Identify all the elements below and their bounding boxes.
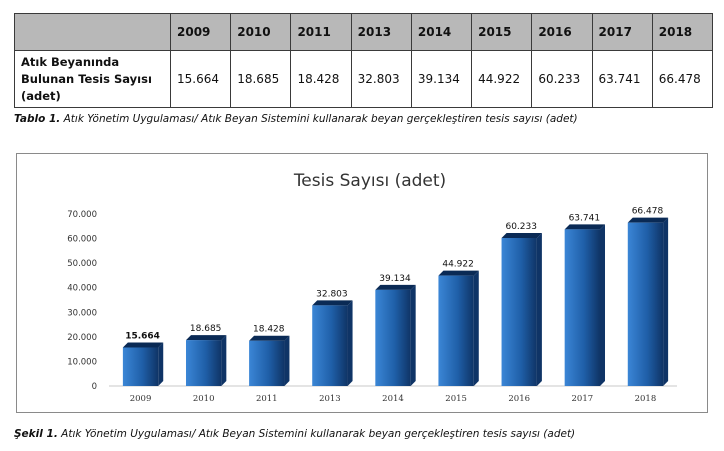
y-tick-label: 20.000 — [67, 333, 97, 343]
data-label: 44.922 — [442, 260, 474, 270]
table-cell: 63.741 — [591, 50, 653, 108]
table-cell: 15.664 — [169, 50, 232, 108]
data-label: 18.428 — [253, 325, 285, 335]
bar-top — [249, 335, 290, 341]
data-label: 32.803 — [316, 289, 348, 299]
x-tick-label: 2018 — [635, 394, 657, 404]
table-cell: 39.134 — [410, 50, 473, 108]
row-header: Atık Beyanında Bulunan Tesis Sayısı (ade… — [14, 50, 171, 108]
table-cell: 18.685 — [230, 50, 292, 108]
bar-top — [564, 224, 606, 230]
x-tick-label: 2014 — [382, 394, 404, 404]
chart-title: Tesis Sayısı (adet) — [293, 171, 446, 191]
table-cell: 18.428 — [290, 50, 352, 108]
x-tick-label: 2013 — [319, 394, 341, 404]
x-tick-label: 2009 — [130, 394, 152, 404]
bar-side — [536, 232, 542, 386]
bar-top — [375, 284, 416, 290]
bar-top — [185, 335, 227, 341]
data-label: 39.134 — [379, 274, 411, 284]
year-header: 2017 — [591, 13, 653, 51]
bar — [249, 340, 285, 386]
x-tick-label: 2015 — [445, 394, 467, 404]
data-label: 66.478 — [632, 207, 664, 217]
y-tick-label: 40.000 — [67, 284, 97, 294]
data-label: 63.741 — [569, 213, 601, 223]
bar — [185, 340, 222, 386]
figure-caption-text: Atık Yönetim Uygulaması/ Atık Beyan Sist… — [57, 428, 576, 440]
x-tick-label: 2017 — [572, 394, 594, 404]
table-corner-cell — [14, 13, 171, 51]
table-cell: 32.803 — [350, 50, 412, 108]
bar-top — [501, 232, 542, 238]
x-tick-label: 2011 — [256, 394, 278, 404]
bar-side — [410, 284, 416, 386]
figure-caption-lead: Şekil 1. — [14, 428, 58, 440]
year-header: 2011 — [290, 13, 352, 51]
x-tick-label: 2010 — [193, 394, 215, 404]
y-tick-label: 50.000 — [67, 259, 97, 269]
year-header: 2010 — [230, 13, 292, 51]
bar-side — [284, 335, 290, 386]
table-caption-text: Atık Yönetim Uygulaması/ Atık Beyan Sist… — [60, 113, 578, 125]
data-label: 15.664 — [125, 332, 160, 342]
year-header: 2009 — [169, 13, 232, 51]
bar — [627, 222, 664, 386]
bar — [564, 229, 601, 386]
bar — [312, 305, 348, 386]
year-header: 2015 — [471, 13, 533, 51]
chart-frame: Tesis Sayısı (adet) 0 10.000 20.000 30.000 40… — [16, 153, 708, 413]
bar-top — [438, 270, 479, 276]
year-header: 2014 — [410, 13, 473, 51]
bar-top — [122, 342, 164, 348]
table-row: Atık Beyanında Bulunan Tesis Sayısı (ade… — [14, 50, 714, 108]
data-label: 60.233 — [505, 222, 537, 232]
y-tick-label: 60.000 — [67, 235, 97, 245]
data-label: 18.685 — [190, 324, 222, 334]
year-header: 2016 — [531, 13, 593, 51]
bar-chart: Tesis Sayısı (adet) 0 10.000 20.000 30.000 40… — [67, 171, 677, 404]
data-table: 2009 2010 2011 2013 2014 2015 2016 2017 … — [14, 13, 714, 108]
table-caption-lead: Tablo 1. — [14, 113, 61, 125]
bar-side — [473, 270, 479, 386]
year-header: 2013 — [350, 13, 412, 51]
bar — [122, 347, 159, 386]
y-tick-label: 30.000 — [67, 308, 97, 318]
figure-caption: Şekil 1. Atık Yönetim Uygulaması/ Atık B… — [14, 428, 575, 440]
x-tick-label: 2016 — [508, 394, 530, 404]
bar-top — [312, 300, 353, 306]
table-cell: 44.922 — [471, 50, 533, 108]
table-caption: Tablo 1. Atık Yönetim Uygulaması/ Atık B… — [14, 113, 578, 125]
table-cell: 66.478 — [651, 50, 714, 108]
y-tick-label: 10.000 — [67, 357, 97, 367]
table-cell: 60.233 — [531, 50, 593, 108]
bar — [438, 275, 474, 386]
table-header-row: 2009 2010 2011 2013 2014 2015 2016 2017 … — [14, 13, 714, 51]
bar-top — [627, 217, 669, 223]
bar — [501, 237, 537, 386]
bar-side — [663, 217, 669, 386]
y-tick-label: 70.000 — [67, 210, 97, 220]
bar-side — [158, 342, 164, 386]
y-tick-label: 0 — [92, 382, 97, 392]
bar — [375, 289, 411, 386]
bar-side — [347, 300, 353, 386]
bar-side — [600, 224, 606, 386]
bar-side — [221, 335, 227, 386]
year-header: 2018 — [651, 13, 714, 51]
